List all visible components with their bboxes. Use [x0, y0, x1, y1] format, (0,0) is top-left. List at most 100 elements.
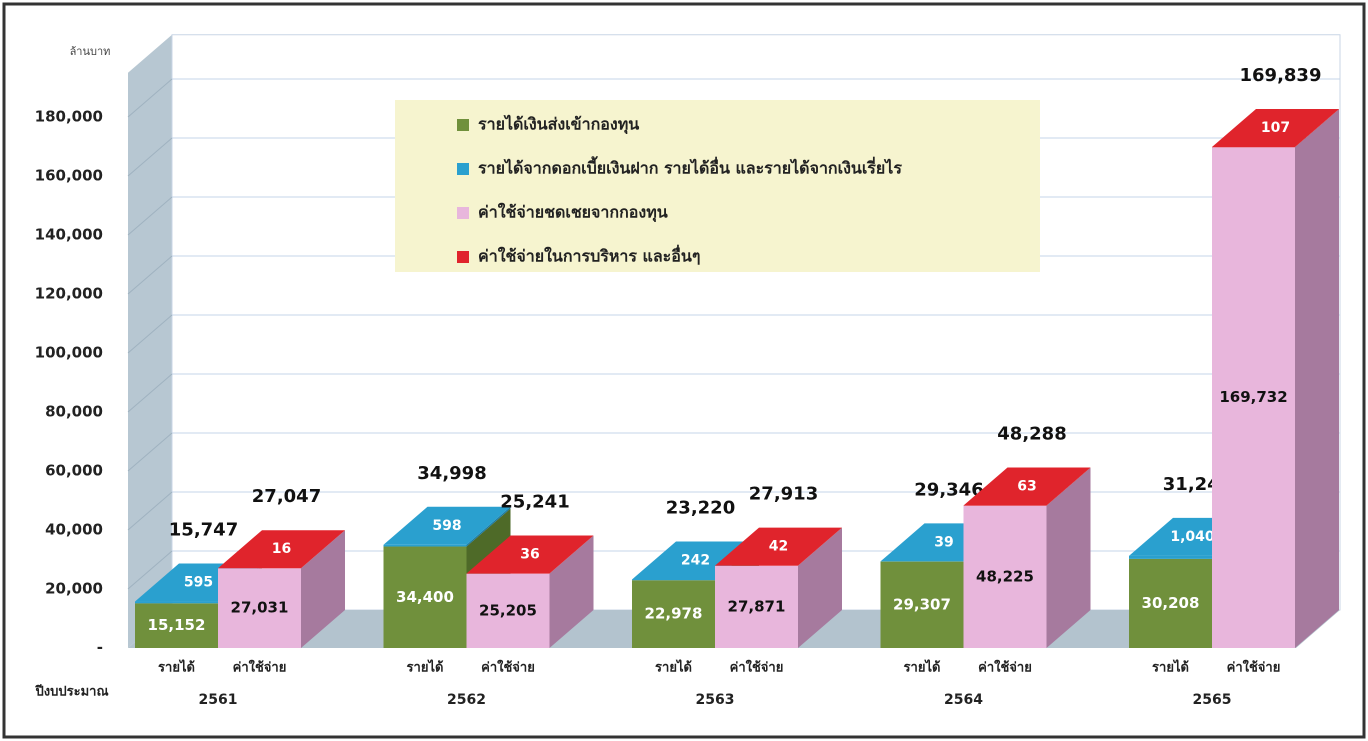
y-tick-label: 80,000 — [45, 403, 103, 421]
bar-side — [798, 527, 842, 648]
bar — [1129, 558, 1212, 648]
bar-side — [549, 535, 594, 648]
bar — [880, 561, 964, 648]
bar-side — [1295, 109, 1339, 649]
x-tick-label: 2564 — [944, 692, 983, 708]
x-sub-label: รายได้ — [904, 659, 941, 676]
grid-line — [127, 78, 173, 118]
y-tick-label: 40,000 — [45, 521, 103, 539]
total-label: 48,288 — [997, 424, 1066, 445]
side-wall — [128, 34, 172, 648]
value-label: 16 — [272, 541, 291, 557]
y-axis-label: ล้านบาท — [70, 45, 111, 58]
value-label: 22,978 — [645, 605, 703, 623]
legend-swatch — [457, 119, 469, 131]
value-label: 107 — [1261, 120, 1290, 136]
y-tick-label: 60,000 — [45, 462, 103, 480]
bar — [135, 603, 218, 648]
total-label: 27,913 — [749, 484, 818, 505]
value-label: 30,208 — [1142, 594, 1200, 612]
bar — [963, 505, 1047, 648]
x-sub-label: รายได้ — [1152, 659, 1189, 676]
legend-label: รายได้จากดอกเบี้ยเงินฝาก รายได้อื่น และร… — [478, 156, 902, 178]
bar-side — [1046, 467, 1091, 648]
value-label: 34,400 — [396, 588, 454, 606]
x-sub-label: รายได้ — [655, 659, 692, 676]
legend-label: ค่าใช้จ่ายในการบริหาร และอื่นๆ — [478, 245, 700, 266]
bar-side — [301, 530, 345, 648]
bar — [632, 580, 715, 648]
bar — [715, 565, 798, 648]
bar-side — [1295, 108, 1339, 148]
bar-top — [963, 467, 1091, 506]
bar-top — [1212, 108, 1339, 147]
grid-line — [127, 550, 173, 590]
bar-side — [549, 535, 594, 574]
x-sub-label: ค่าใช้จ่าย — [481, 659, 535, 676]
total-label: 27,047 — [252, 486, 321, 507]
value-label: 169,732 — [1219, 388, 1287, 406]
value-label: 27,031 — [231, 599, 289, 617]
value-label: 27,871 — [728, 597, 786, 615]
bar — [218, 568, 301, 648]
grid-line — [127, 255, 173, 295]
grid-line — [127, 137, 173, 177]
x-tick-label: 2563 — [696, 692, 735, 708]
total-label: 25,241 — [500, 492, 569, 513]
x-sub-label: ค่าใช้จ่าย — [1227, 659, 1281, 676]
x-tick-label: 2562 — [447, 692, 486, 708]
grid-line — [127, 432, 173, 472]
value-label: 15,152 — [148, 616, 206, 634]
value-label: 1,040 — [1170, 529, 1215, 545]
bar — [1129, 555, 1212, 559]
grid-line — [127, 373, 173, 413]
y-tick-label: 180,000 — [35, 108, 103, 126]
value-label: 242 — [681, 553, 710, 569]
grid-line — [127, 314, 173, 354]
legend-box — [395, 100, 1040, 272]
x-tick-label: 2561 — [199, 692, 238, 708]
total-label: 23,220 — [666, 498, 735, 519]
bar-top — [632, 541, 759, 580]
value-label: 42 — [769, 539, 788, 555]
bars: 15,152 595 15,747 27,031 16 27,047 34,400 598 34… — [135, 65, 1339, 649]
grid-line — [127, 196, 173, 236]
y-tick-label: 20,000 — [45, 580, 103, 598]
value-label: 25,205 — [479, 601, 537, 619]
x-sub-label: ค่าใช้จ่าย — [730, 659, 784, 676]
y-tick-label: - — [97, 639, 103, 657]
value-label: 63 — [1017, 479, 1036, 495]
total-label: 29,346 — [914, 479, 983, 500]
total-label: 34,998 — [417, 463, 486, 484]
grid-line — [127, 491, 173, 531]
x-sub-label: รายได้ — [407, 659, 444, 676]
x-tick-label: 2565 — [1193, 692, 1232, 708]
x-sub-label: รายได้ — [158, 659, 195, 676]
y-tick-label: 100,000 — [35, 344, 103, 362]
bar — [1212, 147, 1295, 649]
legend: รายได้เงินส่งเข้ากองทุนรายได้จากดอกเบี้ย… — [395, 100, 1040, 272]
total-label: 169,839 — [1240, 65, 1322, 86]
total-label: 15,747 — [169, 520, 238, 541]
x-axis-label: ปีงบประมาณ — [34, 684, 108, 700]
y-tick-label: 160,000 — [35, 167, 103, 185]
value-label: 29,307 — [893, 595, 951, 613]
value-label: 36 — [520, 547, 539, 563]
x-sub-label: ค่าใช้จ่าย — [233, 659, 287, 676]
bar — [383, 544, 467, 547]
bar-side — [466, 506, 511, 547]
legend-swatch — [457, 251, 469, 263]
bar-top — [218, 530, 345, 569]
bar-top — [466, 535, 594, 574]
value-label: 48,225 — [976, 567, 1034, 585]
legend-swatch — [457, 207, 469, 219]
bar — [135, 601, 218, 604]
bar — [632, 579, 715, 581]
legend-label: ค่าใช้จ่ายชดเชยจากกองทุน — [478, 203, 668, 223]
legend-swatch — [457, 163, 469, 175]
y-tick-label: 140,000 — [35, 226, 103, 244]
value-label: 595 — [184, 575, 213, 591]
bar-top — [383, 506, 511, 545]
legend-label: รายได้เงินส่งเข้ากองทุน — [478, 115, 639, 135]
